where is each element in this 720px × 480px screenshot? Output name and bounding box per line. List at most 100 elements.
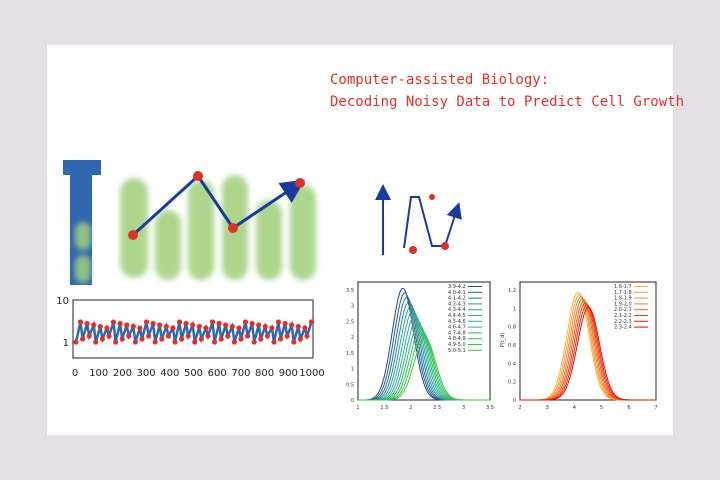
y-tick-label: 0.2: [508, 380, 516, 386]
trace-dot: [262, 323, 268, 330]
trace-dot: [295, 323, 301, 330]
trace-dot: [159, 336, 165, 342]
trace-dot: [297, 336, 303, 342]
y-tick-label: 0: [513, 398, 516, 404]
trace-dot: [73, 339, 79, 345]
trace-dot: [216, 320, 222, 327]
trace-dot: [152, 339, 158, 345]
curve: [358, 337, 490, 401]
y-tick-label: 0.5: [346, 382, 354, 388]
x-tick-label: 3: [546, 405, 549, 411]
legend-label: 2.0-2.1: [614, 307, 632, 313]
legend-label: 4.2-4.3: [448, 301, 466, 307]
y-tick-label: 0.4: [508, 361, 516, 367]
trace-dot: [238, 336, 244, 342]
x-tick-label: 100: [89, 368, 108, 379]
x-tick-label: 400: [160, 368, 179, 379]
trace-dot: [150, 320, 156, 327]
trace-dot: [104, 325, 110, 331]
trace-frame: [72, 299, 314, 359]
trace-dot: [117, 320, 123, 327]
x-tick-label: 900: [279, 368, 298, 379]
trace-dot: [225, 333, 231, 339]
time-frame: [519, 281, 657, 401]
trace-dot: [185, 333, 191, 339]
trace-dot: [132, 339, 138, 345]
trace-dot: [99, 336, 105, 342]
trace-dot: [269, 325, 275, 331]
y-tick-label: 3: [351, 304, 354, 310]
trace-dot: [130, 323, 136, 330]
trace-dot: [302, 325, 308, 331]
trace-dot: [291, 339, 297, 345]
trace-dot: [183, 320, 189, 327]
size-frame: [357, 281, 491, 401]
title-line: Computer-assisted Biology:: [330, 72, 549, 88]
trace-dot: [84, 320, 90, 327]
x-tick-label: 0: [72, 368, 78, 379]
trace-dot: [196, 323, 202, 330]
trace-dot: [304, 333, 310, 339]
trace-dot: [139, 336, 145, 342]
x-tick-label: 5: [600, 405, 603, 411]
trace-dot: [242, 319, 249, 325]
legend-label: 4.3-4.4: [448, 307, 466, 313]
x-tick-label: 3: [462, 405, 465, 411]
trace-dot: [282, 320, 288, 327]
trace-dot: [249, 320, 255, 327]
trace-dot: [93, 339, 99, 345]
x-tick-label: 2: [409, 405, 412, 411]
legend-label: 1.7-1.8: [614, 290, 632, 296]
trace-dot: [119, 336, 125, 342]
legend-label: 4.5-4.6: [448, 319, 466, 325]
trace-dot: [143, 319, 150, 325]
trace-dot: [124, 322, 130, 328]
trace-dot: [126, 333, 132, 339]
legend-label: 1.9-2.0: [614, 301, 632, 307]
trace-dot: [245, 333, 251, 339]
legend-label: 1.6-1.7: [614, 284, 632, 290]
trace-dot: [80, 336, 86, 342]
trace-dot: [251, 339, 257, 345]
trace-dot: [86, 333, 92, 339]
y-axis-label: P(t_d): [500, 333, 506, 348]
x-tick-label: 200: [113, 368, 132, 379]
legend-label: 4.7-4.8: [448, 330, 466, 336]
y-tick-label: 0.8: [508, 325, 516, 331]
x-tick-label: 7: [654, 405, 657, 411]
trace-dot: [198, 336, 204, 342]
trace-dot: [192, 339, 198, 345]
trace-dot: [77, 319, 84, 325]
trace-dot: [284, 333, 290, 339]
zigzag-sketch: [375, 184, 462, 255]
y-tick-label: 2: [351, 335, 354, 341]
trace-dot: [176, 319, 183, 325]
x-tick-label: 500: [184, 368, 203, 379]
trace-dot: [170, 325, 176, 331]
trace-dot: [172, 339, 178, 345]
legend-label: 2.1-2.2: [614, 313, 632, 319]
trace-dot: [190, 322, 196, 328]
y-tick-label: 0: [351, 398, 354, 404]
trace-dot: [205, 333, 211, 339]
y-tick-label: 0.6: [508, 343, 516, 349]
trace-dot: [113, 339, 119, 345]
trace-dot: [97, 323, 103, 330]
trace-dot: [289, 322, 295, 328]
y-tick-label: 1: [351, 367, 354, 373]
title-line: Decoding Noisy Data to Predict Cell Grow…: [330, 94, 684, 110]
legend-label: 4.4-4.5: [448, 313, 466, 319]
trace-dot: [264, 333, 270, 339]
legend-label: 2.2-2.3: [614, 319, 632, 325]
legend-label: 2.3-2.4: [614, 325, 632, 331]
trace-dot: [278, 336, 284, 342]
trace-dot: [223, 322, 229, 328]
trace-dot: [212, 339, 218, 345]
legend-label: 4.1-4.2: [448, 296, 466, 302]
y-tick-label: 10: [56, 296, 69, 307]
x-tick-label: 2.5: [433, 405, 441, 411]
y-tick-label: 1.5: [346, 351, 354, 357]
legend-label: 1.8-1.9: [614, 296, 632, 302]
